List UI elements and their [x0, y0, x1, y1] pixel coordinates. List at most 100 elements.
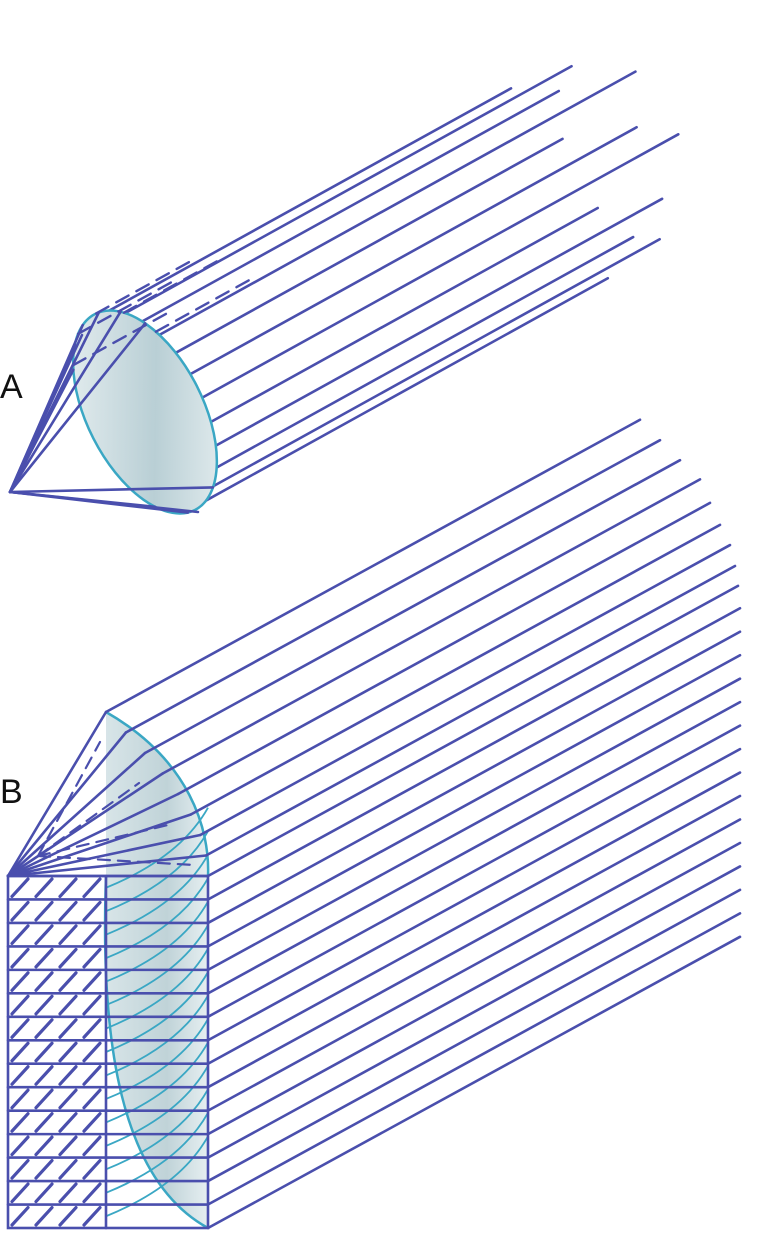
hatch-mark [10, 1135, 30, 1157]
hatch-mark [34, 1088, 54, 1110]
hatch-mark [58, 877, 78, 899]
lens-ellipse [71, 309, 219, 515]
hatch-mark [34, 1182, 54, 1204]
hatch-mark [10, 994, 30, 1016]
hatch-mark [34, 1158, 54, 1180]
panel-a-hidden-rays [71, 258, 254, 367]
panel-b-source-array [6, 874, 210, 1230]
hatch-mark [58, 924, 78, 946]
lens-contour [105, 807, 209, 889]
hatch-mark [82, 900, 102, 922]
hatch-mark [10, 971, 30, 992]
source-ray [8, 333, 84, 494]
hatch-mark [58, 1158, 78, 1180]
hatch-mark [58, 947, 78, 969]
panel-a-lens [71, 309, 219, 515]
hatch-mark [58, 994, 78, 1016]
ray-line [206, 700, 742, 995]
ray-line [206, 653, 742, 948]
panel-label-a: A [0, 368, 23, 406]
hatch-mark [82, 1205, 102, 1227]
source-ray [6, 710, 108, 878]
hatch-mark [58, 900, 78, 922]
dashed-ray [154, 277, 254, 333]
panel-b-source-fan [6, 710, 210, 878]
hatch-mark [10, 1112, 30, 1133]
ray-line [176, 501, 712, 796]
hatch-mark [10, 1065, 30, 1086]
hatch-mark [82, 1041, 102, 1063]
hatch-mark [10, 1182, 30, 1204]
panel-label-b: B [0, 773, 23, 811]
source-ray [6, 813, 193, 878]
hatch-mark [82, 1018, 102, 1039]
hatch-mark [58, 1088, 78, 1110]
ray-line [206, 747, 742, 1042]
hatch-mark [82, 1158, 102, 1180]
hatch-mark [82, 1112, 102, 1133]
hatch-mark [58, 1018, 78, 1039]
ray-line [124, 438, 662, 734]
panel-b-line-source: B [0, 418, 742, 1230]
ray-line [206, 794, 742, 1089]
ray-line [189, 523, 722, 816]
hatch-mark [10, 1041, 30, 1063]
source-ray [6, 792, 180, 878]
hatch-mark [10, 947, 30, 969]
ray-line [206, 677, 742, 972]
ray-line [206, 935, 742, 1230]
ray-line [158, 70, 637, 337]
hatch-mark [82, 994, 102, 1016]
ray-line [108, 87, 513, 312]
source-ray [6, 751, 147, 878]
hatch-mark [82, 1088, 102, 1110]
ray-line [206, 724, 742, 1019]
hatch-mark [10, 1088, 30, 1110]
hatch-mark [34, 877, 54, 899]
ray-line [189, 125, 638, 376]
hatch-mark [82, 947, 102, 969]
hatch-mark [58, 971, 78, 992]
hatch-mark [34, 1205, 54, 1227]
panel-a-parallel-rays [108, 64, 680, 502]
ray-line [212, 237, 661, 488]
ray-line [206, 841, 742, 1136]
dashed-ray [94, 259, 194, 315]
source-ray [6, 772, 164, 878]
dashed-ray [36, 781, 141, 858]
ray-line [215, 235, 635, 469]
hatch-mark [58, 1182, 78, 1204]
hatch-mark [34, 924, 54, 946]
ray-line [161, 478, 702, 775]
source-ray [8, 490, 200, 514]
hatch-mark [58, 1041, 78, 1063]
hatch-mark [10, 1018, 30, 1039]
source-ray [8, 322, 147, 494]
dashed-ray [76, 279, 176, 336]
dashed-ray [36, 854, 196, 867]
ray-line [104, 418, 642, 714]
hatch-mark [10, 1158, 30, 1180]
hatch-mark [10, 877, 30, 899]
source-ray [8, 310, 122, 494]
panel-a-source-fan [8, 310, 215, 514]
dashed-ray [36, 822, 174, 858]
ray-line [143, 458, 682, 755]
lens-edge-top [105, 710, 210, 877]
hatch-mark [34, 994, 54, 1016]
hatch-mark [34, 1041, 54, 1063]
hatch-mark [82, 877, 102, 899]
ray-line [209, 206, 600, 424]
source-ray [6, 833, 202, 878]
source-ray [8, 486, 215, 494]
hatch-mark [82, 1065, 102, 1086]
ray-line [206, 630, 742, 925]
ray-line [204, 276, 610, 502]
hatch-mark [34, 1018, 54, 1039]
ray-line [206, 606, 742, 901]
dashed-ray [71, 310, 171, 367]
ray-line [174, 137, 564, 355]
ray-line [200, 133, 680, 399]
ray-line [206, 771, 742, 1066]
